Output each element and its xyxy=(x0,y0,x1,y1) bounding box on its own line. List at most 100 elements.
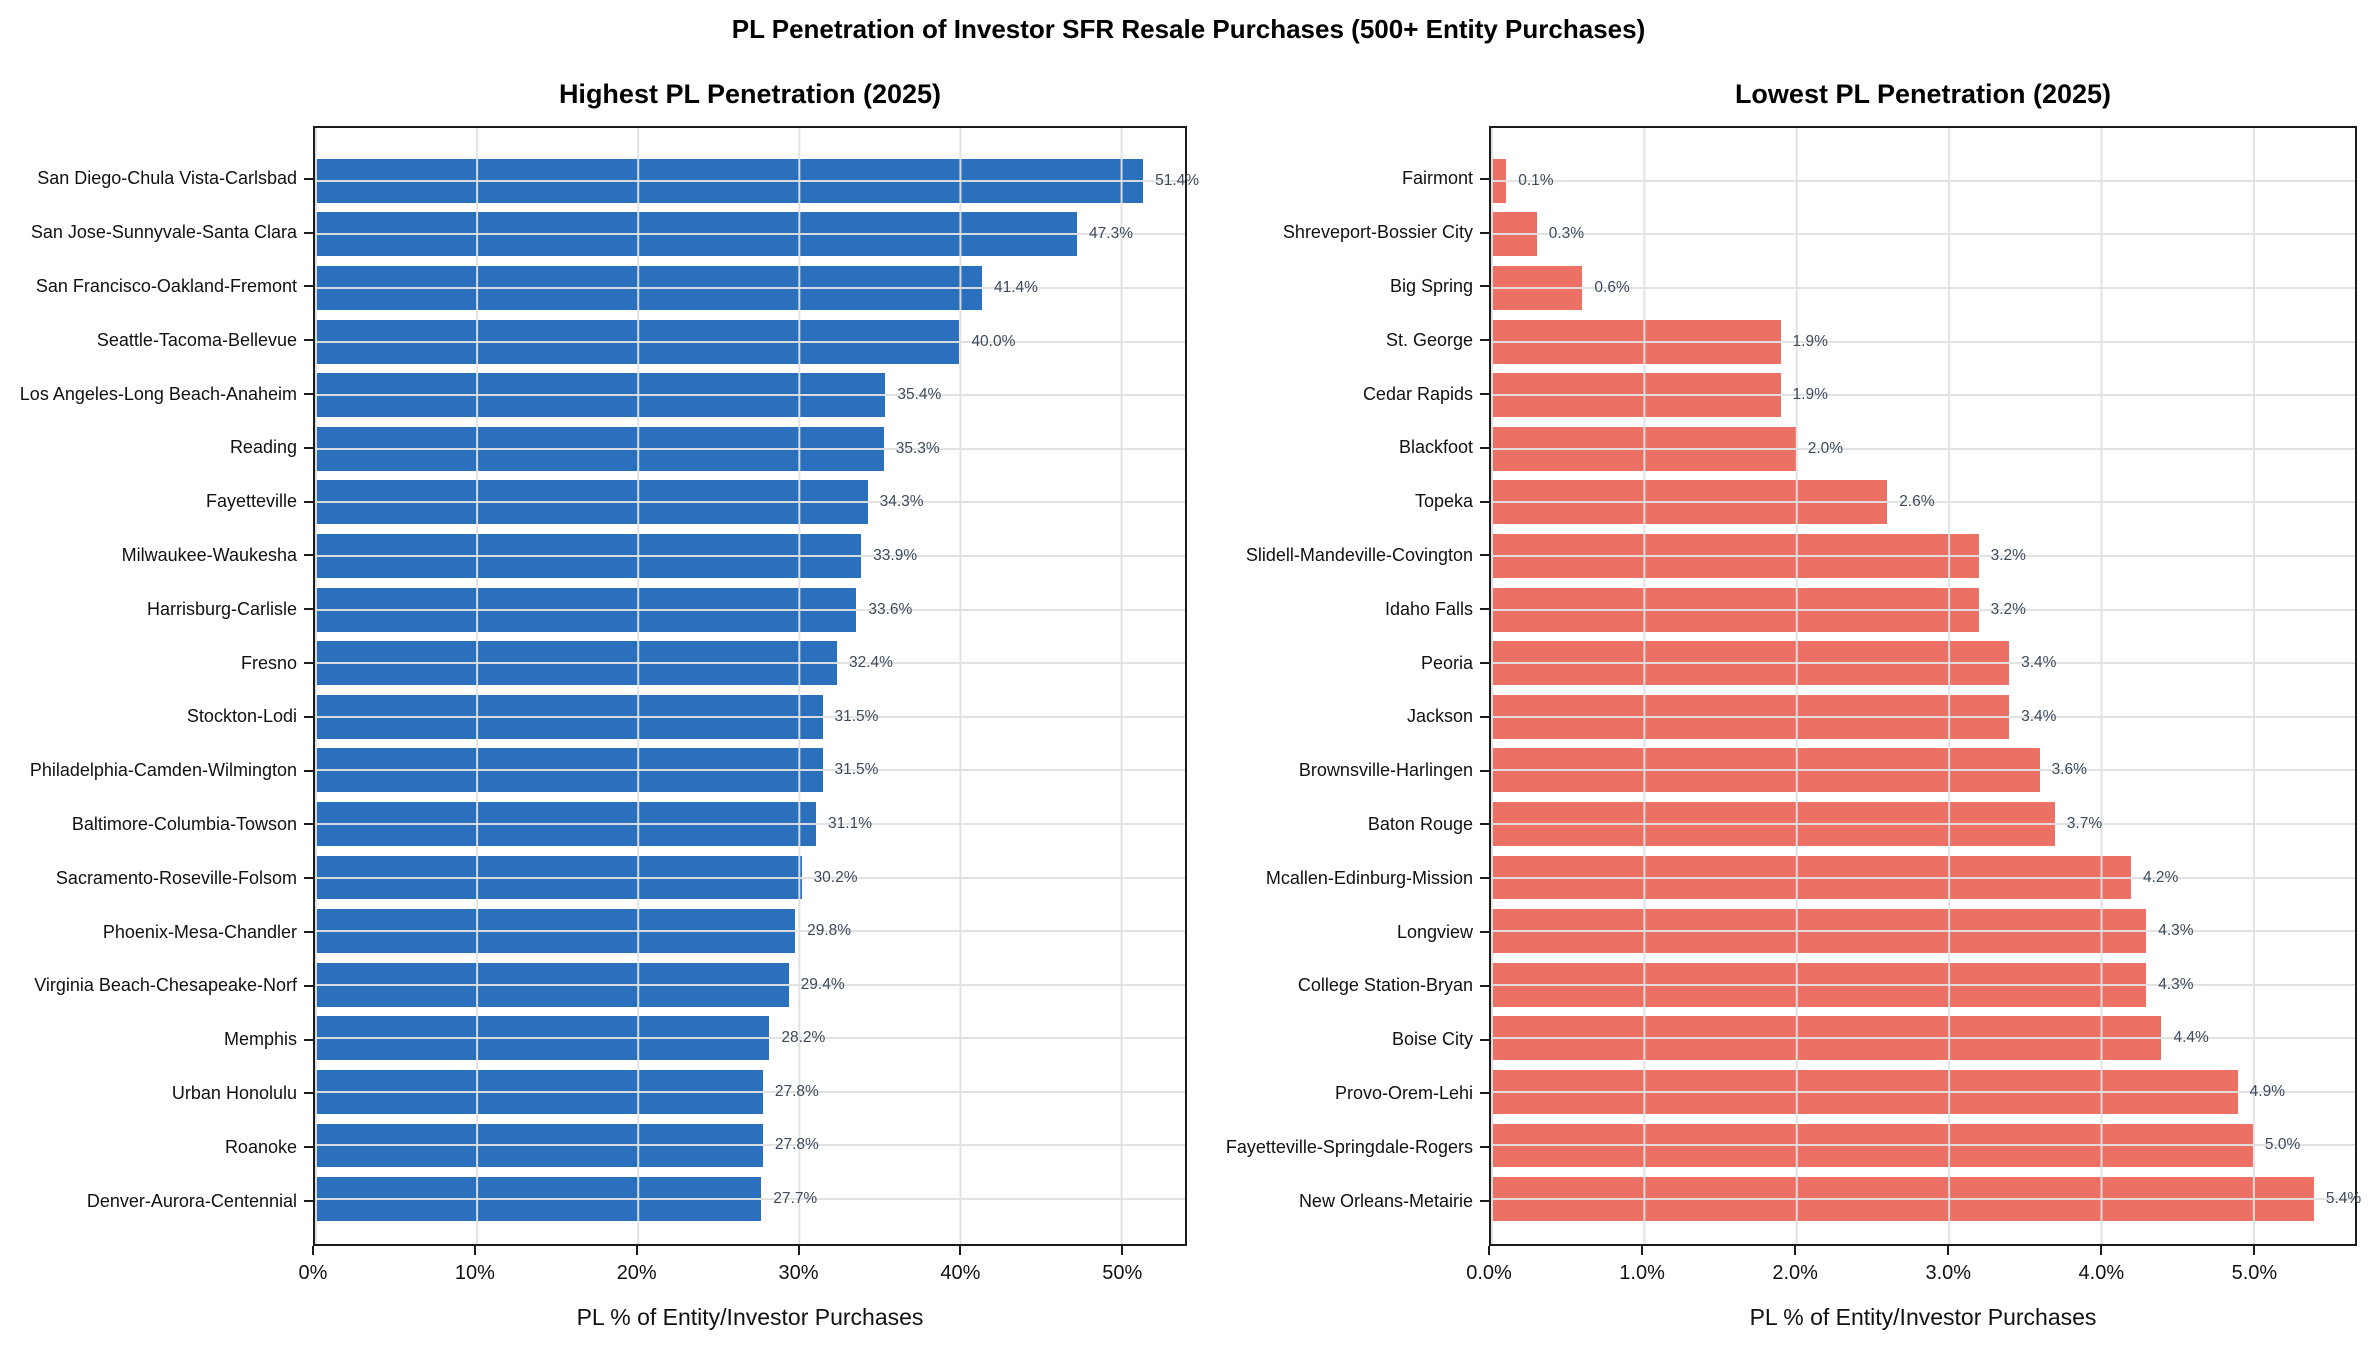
bar xyxy=(1491,748,2040,793)
x-tick xyxy=(1121,1246,1124,1255)
category-label: Fresno xyxy=(33,636,313,690)
bar-value-label: 2.0% xyxy=(1807,439,1844,457)
bar-row: 1.9% xyxy=(1491,315,2355,369)
bar xyxy=(1491,962,2147,1007)
bar-row: 27.8% xyxy=(315,1119,1185,1173)
bar xyxy=(1491,266,1583,310)
x-tick xyxy=(635,1246,638,1255)
bar-row: 3.4% xyxy=(1491,690,2355,744)
bar-row: 30.2% xyxy=(315,851,1185,905)
bar xyxy=(315,694,823,739)
plot-area: 0.1% 0.3% 0.6% 1.9% 1.9% 2.0% 2.6% 3.2% 3.2% 3.4%… xyxy=(1489,126,2361,1246)
x-tick xyxy=(2100,1246,2103,1255)
x-tick-label: 1.0% xyxy=(1619,1262,1665,1284)
chart-title: Highest PL Penetration (2025) xyxy=(558,78,942,109)
bar-row: 33.6% xyxy=(315,583,1185,637)
bar xyxy=(1491,587,1979,632)
category-label: Stockton-Lodi xyxy=(33,690,313,744)
bar-value-label: 31.5% xyxy=(834,761,879,779)
bar-value-label: 3.7% xyxy=(2066,814,2103,832)
bar-row: 31.5% xyxy=(315,690,1185,744)
bar xyxy=(315,1123,763,1168)
category-label: Sacramento-Roseville-Folsom xyxy=(33,851,313,905)
bar xyxy=(315,801,817,846)
bar-value-label: 0.1% xyxy=(1518,171,1554,189)
category-label: Baltimore-Columbia-Towson xyxy=(33,798,313,852)
category-label: Baton Rouge xyxy=(1249,798,1489,852)
bar-row: 2.6% xyxy=(1491,476,2355,530)
bar-value-label: 28.2% xyxy=(781,1029,826,1047)
x-tick xyxy=(1947,1246,1950,1255)
bar-value-label: 5.4% xyxy=(2325,1190,2362,1208)
plot-area: 51.4% 47.3% 41.4% 40.0% 35.4% 35.3% 34.3% 33.9%… xyxy=(313,126,1199,1246)
bar-value-label: 5.0% xyxy=(2264,1136,2301,1154)
bar-row: 4.2% xyxy=(1491,851,2355,905)
bar xyxy=(315,1069,763,1114)
bar-value-label: 33.9% xyxy=(873,546,918,564)
bar-row: 31.1% xyxy=(315,797,1185,851)
x-tick-label: 50% xyxy=(1102,1262,1143,1284)
bar xyxy=(1491,373,1781,418)
x-tick xyxy=(797,1246,800,1255)
bar-row: 35.3% xyxy=(315,422,1185,476)
bar xyxy=(315,909,796,954)
x-tick xyxy=(1488,1246,1490,1255)
bar-value-label: 29.8% xyxy=(807,922,852,940)
bar-row: 34.3% xyxy=(315,476,1185,530)
x-tick xyxy=(1794,1246,1797,1255)
bar xyxy=(315,426,884,471)
bar-row: 4.3% xyxy=(1491,904,2355,958)
bar-value-label: 31.5% xyxy=(834,707,879,725)
bar-row: 3.2% xyxy=(1491,529,2355,583)
x-tick-label: 30% xyxy=(778,1262,819,1284)
chart-highest-pl-penetration: Highest PL Penetration (2025) San Diego-… xyxy=(20,62,1199,1342)
y-axis-labels: Fairmont Shreveport-Bossier City Big Sprin… xyxy=(1226,126,1489,1246)
bar-row: 27.7% xyxy=(315,1172,1185,1226)
bar-rows: 0.1% 0.3% 0.6% 1.9% 1.9% 2.0% 2.6% 3.2% 3.2% 3.4%… xyxy=(1491,128,2361,1244)
bar xyxy=(315,748,823,793)
x-tick-label: 3.0% xyxy=(1925,1262,1972,1284)
category-label: Provo-Orem-Lehi xyxy=(1249,1067,1489,1121)
bar-value-label: 31.1% xyxy=(828,814,872,832)
category-label: Reading xyxy=(33,421,313,475)
x-tick-label: 4.0% xyxy=(2078,1262,2125,1284)
bar xyxy=(315,533,862,578)
horizontal-gridline xyxy=(1491,179,2355,182)
bar-row: 3.4% xyxy=(1491,636,2355,690)
bar-row: 5.4% xyxy=(1491,1172,2361,1226)
x-tick-label: 0% xyxy=(298,1262,328,1284)
bar xyxy=(315,855,802,900)
x-tick-label: 40% xyxy=(940,1262,981,1284)
bar xyxy=(315,641,837,686)
bar-row: 51.4% xyxy=(315,154,1199,208)
bar-value-label: 3.2% xyxy=(1990,600,2026,618)
category-label: Fayetteville-Springdale-Rogers xyxy=(1226,1120,1489,1174)
bar-row: 3.6% xyxy=(1491,744,2355,798)
category-label: Phoenix-Mesa-Chandler xyxy=(33,905,313,959)
bar-row: 33.9% xyxy=(315,529,1185,583)
bar-row: 3.2% xyxy=(1491,583,2355,637)
bar xyxy=(1491,855,2131,900)
chart-lowest-pl-penetration: Lowest PL Penetration (2025) Fairmont Shr… xyxy=(1226,62,2361,1342)
bar-row: 41.4% xyxy=(315,261,1185,315)
bar-value-label: 35.3% xyxy=(895,439,940,457)
bar-value-label: 4.2% xyxy=(2143,868,2179,886)
bar-value-label: 3.6% xyxy=(2051,761,2087,779)
category-label: Big Spring xyxy=(1249,260,1489,314)
category-label: Shreveport-Bossier City xyxy=(1249,206,1489,260)
bar-value-label: 1.9% xyxy=(1792,386,1828,404)
category-label: Slidell-Mandeville-Covington xyxy=(1246,529,1489,583)
category-label: Blackfoot xyxy=(1249,421,1489,475)
bar xyxy=(315,962,789,1007)
x-tick-label: 5.0% xyxy=(2231,1262,2278,1284)
category-label: Milwaukee-Waukesha xyxy=(33,529,313,583)
bar xyxy=(1491,641,2010,686)
bar xyxy=(1491,319,1781,364)
bar-row: 4.9% xyxy=(1491,1065,2355,1119)
bar xyxy=(315,373,886,418)
bar-value-label: 4.4% xyxy=(2173,1029,2209,1047)
category-label: Memphis xyxy=(33,1013,313,1067)
bar-row: 4.3% xyxy=(1491,958,2355,1012)
x-tick-label: 20% xyxy=(616,1262,657,1284)
category-label: Urban Honolulu xyxy=(33,1067,313,1121)
